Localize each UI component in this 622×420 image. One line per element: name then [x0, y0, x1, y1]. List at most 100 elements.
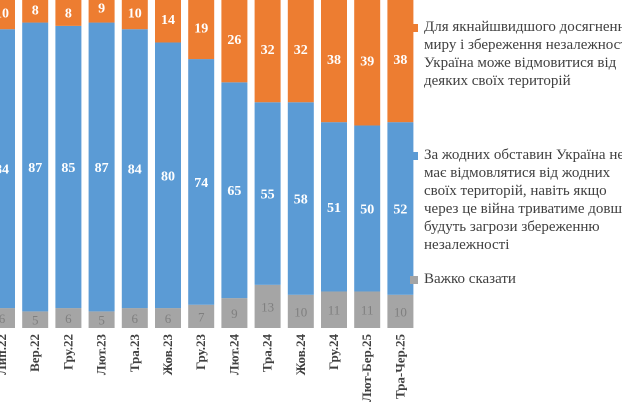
data-label-hard-to-say-6: 7 — [198, 309, 205, 324]
x-tick-label-12: Тра-Чер.25 — [392, 334, 407, 400]
data-label-hard-to-say-4: 6 — [132, 311, 139, 326]
data-label-territory-concession-6: 19 — [194, 22, 208, 37]
bar-hard-to-say-2 — [55, 308, 82, 328]
x-tick-label-7: Лют.24 — [226, 334, 241, 376]
data-label-no-concession-0: 84 — [0, 163, 9, 178]
bar-no-concession-6 — [188, 59, 215, 305]
bar-no-concession-8 — [254, 102, 281, 285]
data-label-hard-to-say-3: 5 — [98, 313, 105, 328]
legend-label-hard-to-say: Важко сказати — [424, 271, 516, 287]
bar-territory-concession-5 — [155, 0, 181, 43]
bar-hard-to-say-11 — [354, 291, 381, 328]
x-tick-label-9: Жов.24 — [293, 334, 308, 376]
x-tick-label-6: Гру.23 — [193, 334, 208, 370]
bar-no-concession-9 — [287, 102, 314, 295]
x-tick-label-11: Лют-Бер.25 — [359, 334, 374, 403]
data-label-hard-to-say-9: 10 — [294, 304, 307, 319]
bar-no-concession-0 — [0, 29, 15, 309]
data-label-territory-concession-8: 32 — [261, 43, 275, 58]
bar-hard-to-say-1 — [22, 311, 49, 328]
bar-territory-concession-2 — [55, 0, 82, 26]
data-label-hard-to-say-10: 11 — [328, 303, 341, 318]
data-label-no-concession-4: 84 — [128, 163, 142, 178]
data-label-territory-concession-4: 10 — [128, 7, 142, 22]
data-label-hard-to-say-0: 6 — [0, 311, 6, 326]
data-label-territory-concession-10: 38 — [327, 53, 341, 68]
legend-swatch-gray — [410, 276, 418, 284]
bar-territory-concession-8 — [254, 0, 281, 103]
bar-hard-to-say-7 — [221, 298, 248, 328]
legend-label-no-concession: За жодних обставин Україна не має відмов… — [424, 147, 622, 253]
data-label-no-concession-7: 65 — [227, 184, 241, 199]
data-label-no-concession-5: 80 — [161, 169, 175, 184]
data-label-territory-concession-2: 8 — [65, 7, 72, 22]
x-tick-label-4: Тра.23 — [127, 334, 142, 373]
bar-hard-to-say-3 — [88, 311, 115, 328]
bar-hard-to-say-6 — [188, 304, 215, 328]
data-label-territory-concession-3: 9 — [98, 2, 105, 17]
x-tick-label-8: Тра.24 — [260, 334, 275, 373]
x-tick-label-10: Гру.24 — [326, 334, 341, 370]
data-label-hard-to-say-11: 11 — [361, 303, 374, 318]
data-label-territory-concession-0: 10 — [0, 7, 9, 22]
x-tick-label-0: Лип.22 — [0, 334, 9, 375]
bar-no-concession-3 — [88, 22, 115, 312]
bar-hard-to-say-0 — [0, 308, 15, 328]
x-tick-label-5: Жов.23 — [160, 334, 175, 376]
x-tick-label-1: Вер.22 — [27, 334, 42, 372]
legend-item-territory-concession: Для якнайшвидшого досягнення миру і збер… — [410, 18, 622, 90]
data-label-no-concession-8: 55 — [261, 188, 275, 203]
bar-territory-concession-6 — [188, 0, 215, 60]
bar-territory-concession-9 — [287, 0, 314, 103]
bar-territory-concession-12 — [387, 0, 414, 123]
bar-hard-to-say-5 — [155, 308, 181, 328]
data-label-no-concession-1: 87 — [28, 161, 42, 176]
data-label-hard-to-say-12: 10 — [394, 304, 407, 319]
bar-hard-to-say-9 — [287, 294, 314, 328]
bar-no-concession-4 — [121, 29, 148, 309]
data-label-territory-concession-12: 38 — [393, 53, 407, 68]
data-label-territory-concession-5: 14 — [161, 13, 175, 28]
bar-no-concession-10 — [321, 122, 347, 292]
bar-hard-to-say-10 — [321, 291, 347, 328]
bar-no-concession-5 — [155, 42, 181, 309]
bar-territory-concession-10 — [321, 0, 347, 123]
bar-territory-concession-1 — [22, 0, 49, 23]
bar-no-concession-11 — [354, 125, 381, 292]
data-label-territory-concession-11: 39 — [360, 55, 374, 70]
data-label-no-concession-3: 87 — [95, 161, 109, 176]
bar-territory-concession-11 — [354, 0, 381, 126]
data-label-no-concession-12: 52 — [393, 202, 407, 217]
data-label-hard-to-say-1: 5 — [32, 313, 39, 328]
data-label-no-concession-10: 51 — [327, 201, 341, 216]
legend-swatch-orange — [410, 24, 418, 32]
data-label-territory-concession-7: 26 — [227, 33, 241, 48]
data-label-hard-to-say-7: 9 — [231, 306, 238, 321]
legend-swatch-blue — [410, 152, 418, 160]
data-label-no-concession-6: 74 — [194, 176, 208, 191]
data-label-hard-to-say-2: 6 — [65, 311, 72, 326]
data-label-no-concession-2: 85 — [61, 161, 75, 176]
data-label-hard-to-say-5: 6 — [165, 311, 172, 326]
bar-no-concession-12 — [387, 122, 414, 295]
bar-territory-concession-3 — [88, 0, 115, 23]
bar-no-concession-1 — [22, 22, 49, 312]
data-label-no-concession-9: 58 — [294, 193, 308, 208]
legend-item-no-concession: За жодних обставин Україна не має відмов… — [410, 146, 622, 254]
legend-label-territory-concession: Для якнайшвидшого досягнення миру і збер… — [424, 19, 622, 89]
data-label-territory-concession-1: 8 — [32, 3, 39, 18]
bar-hard-to-say-4 — [121, 308, 148, 328]
legend-item-hard-to-say: Важко сказати — [410, 270, 622, 288]
bar-no-concession-2 — [55, 25, 82, 309]
data-label-hard-to-say-8: 13 — [261, 299, 274, 314]
bar-territory-concession-4 — [121, 0, 148, 30]
bar-hard-to-say-12 — [387, 294, 414, 328]
bar-territory-concession-7 — [221, 0, 248, 83]
bar-hard-to-say-8 — [254, 284, 281, 328]
x-tick-label-3: Лют.23 — [94, 334, 109, 376]
bar-territory-concession-0 — [0, 0, 15, 30]
data-label-no-concession-11: 50 — [360, 202, 374, 217]
data-label-territory-concession-9: 32 — [294, 43, 308, 58]
